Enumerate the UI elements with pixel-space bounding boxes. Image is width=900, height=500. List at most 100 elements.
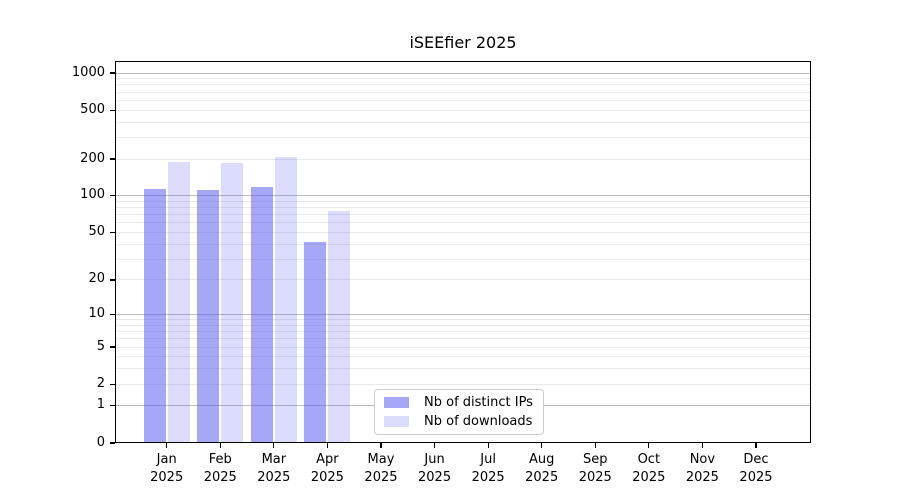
- x-tick-year: 2025: [257, 470, 291, 485]
- legend: Nb of distinct IPs Nb of downloads: [374, 389, 544, 435]
- x-tick-month: Jun: [424, 452, 445, 467]
- bar-downloads-feb: [221, 162, 244, 443]
- bar-distinct-ips-apr: [304, 241, 327, 443]
- y-tick: [110, 383, 115, 385]
- y-tick-label: 50: [88, 223, 105, 239]
- x-tick-year: 2025: [578, 470, 612, 485]
- y-tick: [110, 442, 115, 444]
- x-tick-month: Mar: [261, 452, 287, 467]
- y-tick: [110, 109, 115, 111]
- gridline-minor: [115, 200, 811, 202]
- gridline-minor: [115, 99, 811, 101]
- y-tick: [110, 231, 115, 234]
- x-tick-year: 2025: [310, 470, 344, 485]
- x-tick-label: Oct 2025: [619, 451, 679, 487]
- gridline-minor: [115, 231, 811, 233]
- chart-title: iSEEfier 2025: [409, 33, 517, 52]
- gridline-minor: [115, 324, 811, 326]
- gridline-minor: [115, 338, 811, 340]
- y-tick: [110, 346, 115, 348]
- x-tick-label: Dec 2025: [726, 451, 786, 487]
- gridline-major: [115, 72, 811, 74]
- x-tick-year: 2025: [150, 470, 184, 485]
- y-tick: [110, 313, 115, 316]
- y-tick: [110, 158, 115, 160]
- bar-downloads-mar: [274, 156, 297, 443]
- gridline-minor: [115, 207, 811, 209]
- y-tick: [110, 72, 115, 74]
- y-tick-label: 500: [80, 101, 105, 117]
- y-tick-label: 100: [80, 187, 105, 203]
- gridline-minor: [115, 243, 811, 245]
- legend-swatch-downloads-icon: [384, 416, 409, 427]
- gridline-minor: [115, 121, 811, 123]
- y-tick-label: 1: [96, 397, 105, 413]
- x-tick-label: Jun 2025: [405, 451, 465, 487]
- x-tick-month: Aug: [528, 452, 555, 467]
- bar-distinct-ips-jan: [143, 189, 166, 443]
- legend-swatch-distinct-ips-icon: [384, 397, 409, 408]
- gridline-minor: [115, 109, 811, 111]
- x-tick-month: Feb: [208, 452, 232, 467]
- x-tick-year: 2025: [525, 470, 559, 485]
- y-tick-label: 10: [88, 306, 105, 322]
- x-tick-month: Nov: [689, 452, 716, 467]
- bar-downloads-jan: [167, 161, 190, 443]
- gridline-minor: [115, 319, 811, 321]
- x-tick: [380, 443, 382, 448]
- gridline-minor: [115, 331, 811, 333]
- x-tick-month: Apr: [316, 452, 339, 467]
- gridline-minor: [115, 84, 811, 86]
- y-tick: [110, 195, 115, 197]
- x-tick-year: 2025: [685, 470, 719, 485]
- x-tick-month: Oct: [637, 452, 661, 467]
- x-tick-label: Aug 2025: [512, 451, 572, 487]
- gridline-major: [115, 314, 811, 316]
- x-tick: [487, 443, 489, 448]
- x-tick-year: 2025: [632, 470, 666, 485]
- x-tick-month: Dec: [743, 452, 769, 467]
- legend-label-distinct-ips: Nb of distinct IPs: [424, 395, 533, 410]
- gridline-major: [115, 195, 811, 197]
- gridline-minor: [115, 368, 811, 370]
- y-tick-label: 5: [96, 338, 105, 354]
- gridline-minor: [115, 91, 811, 93]
- x-tick-label: Apr 2025: [297, 451, 357, 487]
- y-tick-label: 20: [88, 271, 105, 287]
- x-tick-label: Sep 2025: [565, 451, 625, 487]
- bar-distinct-ips-feb: [197, 189, 220, 443]
- x-tick-month: Jan: [156, 452, 177, 467]
- x-tick: [701, 443, 703, 448]
- x-tick-year: 2025: [418, 470, 452, 485]
- x-tick-label: Mar 2025: [244, 451, 304, 487]
- x-tick-month: Sep: [582, 452, 608, 467]
- y-tick-label: 0: [96, 434, 105, 450]
- x-tick-label: Feb 2025: [190, 451, 250, 487]
- legend-label-downloads: Nb of downloads: [424, 414, 533, 429]
- x-tick-year: 2025: [471, 470, 505, 485]
- y-tick-label: 2: [96, 375, 105, 391]
- x-tick: [755, 443, 757, 448]
- x-tick-label: Jul 2025: [458, 451, 518, 487]
- gridline-minor: [115, 158, 811, 160]
- x-tick-label: May 2025: [351, 451, 411, 487]
- gridline-minor: [115, 214, 811, 216]
- y-tick: [110, 405, 115, 407]
- x-tick: [326, 443, 328, 448]
- x-tick-label: Nov 2025: [672, 451, 732, 487]
- x-tick: [648, 443, 650, 448]
- y-tick-label: 1000: [71, 64, 105, 80]
- legend-item-distinct-ips: Nb of distinct IPs: [384, 395, 533, 410]
- x-tick-label: Jan 2025: [137, 451, 197, 487]
- gridline-minor: [115, 279, 811, 281]
- bar-downloads-apr: [328, 211, 351, 443]
- x-tick: [273, 443, 275, 448]
- gridline-minor: [115, 383, 811, 385]
- gridline-minor: [115, 346, 811, 348]
- x-tick-month: Jul: [480, 452, 496, 467]
- y-tick: [110, 279, 115, 281]
- legend-item-downloads: Nb of downloads: [384, 414, 533, 429]
- gridline-minor: [115, 136, 811, 138]
